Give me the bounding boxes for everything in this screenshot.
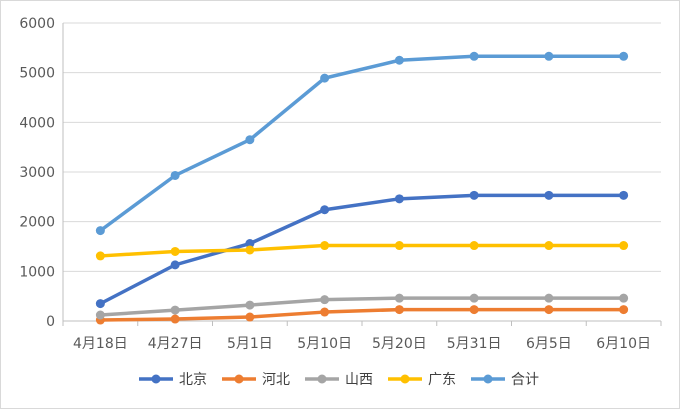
data-point xyxy=(469,241,479,251)
y-tick-label: 0 xyxy=(46,314,55,330)
series-group xyxy=(95,293,629,320)
series-line xyxy=(98,54,626,233)
data-point xyxy=(170,246,180,256)
data-point xyxy=(619,305,629,315)
data-point xyxy=(95,299,105,309)
x-tick-label: 5月1日 xyxy=(227,336,273,352)
y-tick-label: 4000 xyxy=(19,115,55,131)
legend-item: 合计 xyxy=(471,372,539,388)
data-point xyxy=(320,241,330,251)
data-point xyxy=(469,51,479,61)
data-point xyxy=(170,305,180,315)
legend-item: 山西 xyxy=(305,372,373,388)
x-tick-label: 6月10日 xyxy=(596,336,651,352)
data-point xyxy=(394,241,404,251)
y-tick-label: 3000 xyxy=(19,165,55,181)
data-point xyxy=(544,51,554,61)
data-point xyxy=(95,310,105,320)
x-tick-label: 5月20日 xyxy=(372,336,427,352)
legend-label: 广东 xyxy=(428,372,456,388)
data-point xyxy=(320,205,330,215)
data-point xyxy=(544,190,554,200)
series-line xyxy=(98,296,626,317)
x-tick-label: 5月10日 xyxy=(297,336,352,352)
x-tick-label: 4月27日 xyxy=(148,336,203,352)
data-point xyxy=(320,73,330,83)
series-group xyxy=(95,305,629,325)
x-tick-label: 4月18日 xyxy=(73,336,128,352)
data-point xyxy=(320,295,330,305)
legend-item: 广东 xyxy=(388,372,456,388)
data-point xyxy=(544,305,554,315)
data-point xyxy=(469,190,479,200)
legend-item: 河北 xyxy=(222,372,290,388)
data-point xyxy=(394,293,404,303)
legend-label: 河北 xyxy=(262,372,290,388)
series-group xyxy=(95,190,629,309)
legend-swatch-marker xyxy=(234,374,244,384)
data-point xyxy=(469,305,479,315)
series-lines xyxy=(95,51,629,325)
data-point xyxy=(320,307,330,317)
data-point xyxy=(245,239,255,249)
data-point xyxy=(245,312,255,322)
data-point xyxy=(619,293,629,303)
y-tick-label: 5000 xyxy=(19,66,55,82)
legend-label: 北京 xyxy=(179,372,207,388)
data-point xyxy=(469,293,479,303)
legend: 北京 河北 山西 广东 合计 xyxy=(139,372,539,388)
series-line xyxy=(98,307,626,322)
legend-swatch-marker xyxy=(151,374,161,384)
data-point xyxy=(619,241,629,251)
series-group xyxy=(95,241,629,261)
data-point xyxy=(245,135,255,145)
y-tick-label: 1000 xyxy=(19,264,55,280)
data-point xyxy=(619,51,629,61)
legend-label: 合计 xyxy=(511,372,539,388)
y-tick-label: 2000 xyxy=(19,215,55,231)
legend-swatch-marker xyxy=(400,374,410,384)
legend-label: 山西 xyxy=(345,372,373,388)
x-tick-label: 5月31日 xyxy=(447,336,502,352)
data-point xyxy=(394,305,404,315)
data-point xyxy=(245,245,255,255)
series-line xyxy=(98,243,626,258)
data-point xyxy=(394,55,404,65)
axes: 0 1000 2000 3000 4000 5000 6000 4月18日 4月27日 5月1日 5… xyxy=(19,16,662,352)
x-tick-label: 6月5日 xyxy=(526,336,572,352)
y-tick-label: 6000 xyxy=(19,16,55,32)
data-point xyxy=(170,314,180,324)
legend-swatch-marker xyxy=(317,374,327,384)
series-line xyxy=(98,193,626,306)
legend-item: 北京 xyxy=(139,372,207,388)
legend-swatch-marker xyxy=(483,374,493,384)
data-point xyxy=(170,260,180,270)
data-point xyxy=(544,293,554,303)
data-point xyxy=(245,300,255,310)
gridlines xyxy=(63,22,661,272)
data-point xyxy=(95,251,105,261)
data-point xyxy=(170,170,180,180)
data-point xyxy=(95,226,105,236)
data-point xyxy=(394,194,404,204)
series-group xyxy=(95,51,629,236)
data-point xyxy=(544,241,554,251)
data-point xyxy=(619,190,629,200)
